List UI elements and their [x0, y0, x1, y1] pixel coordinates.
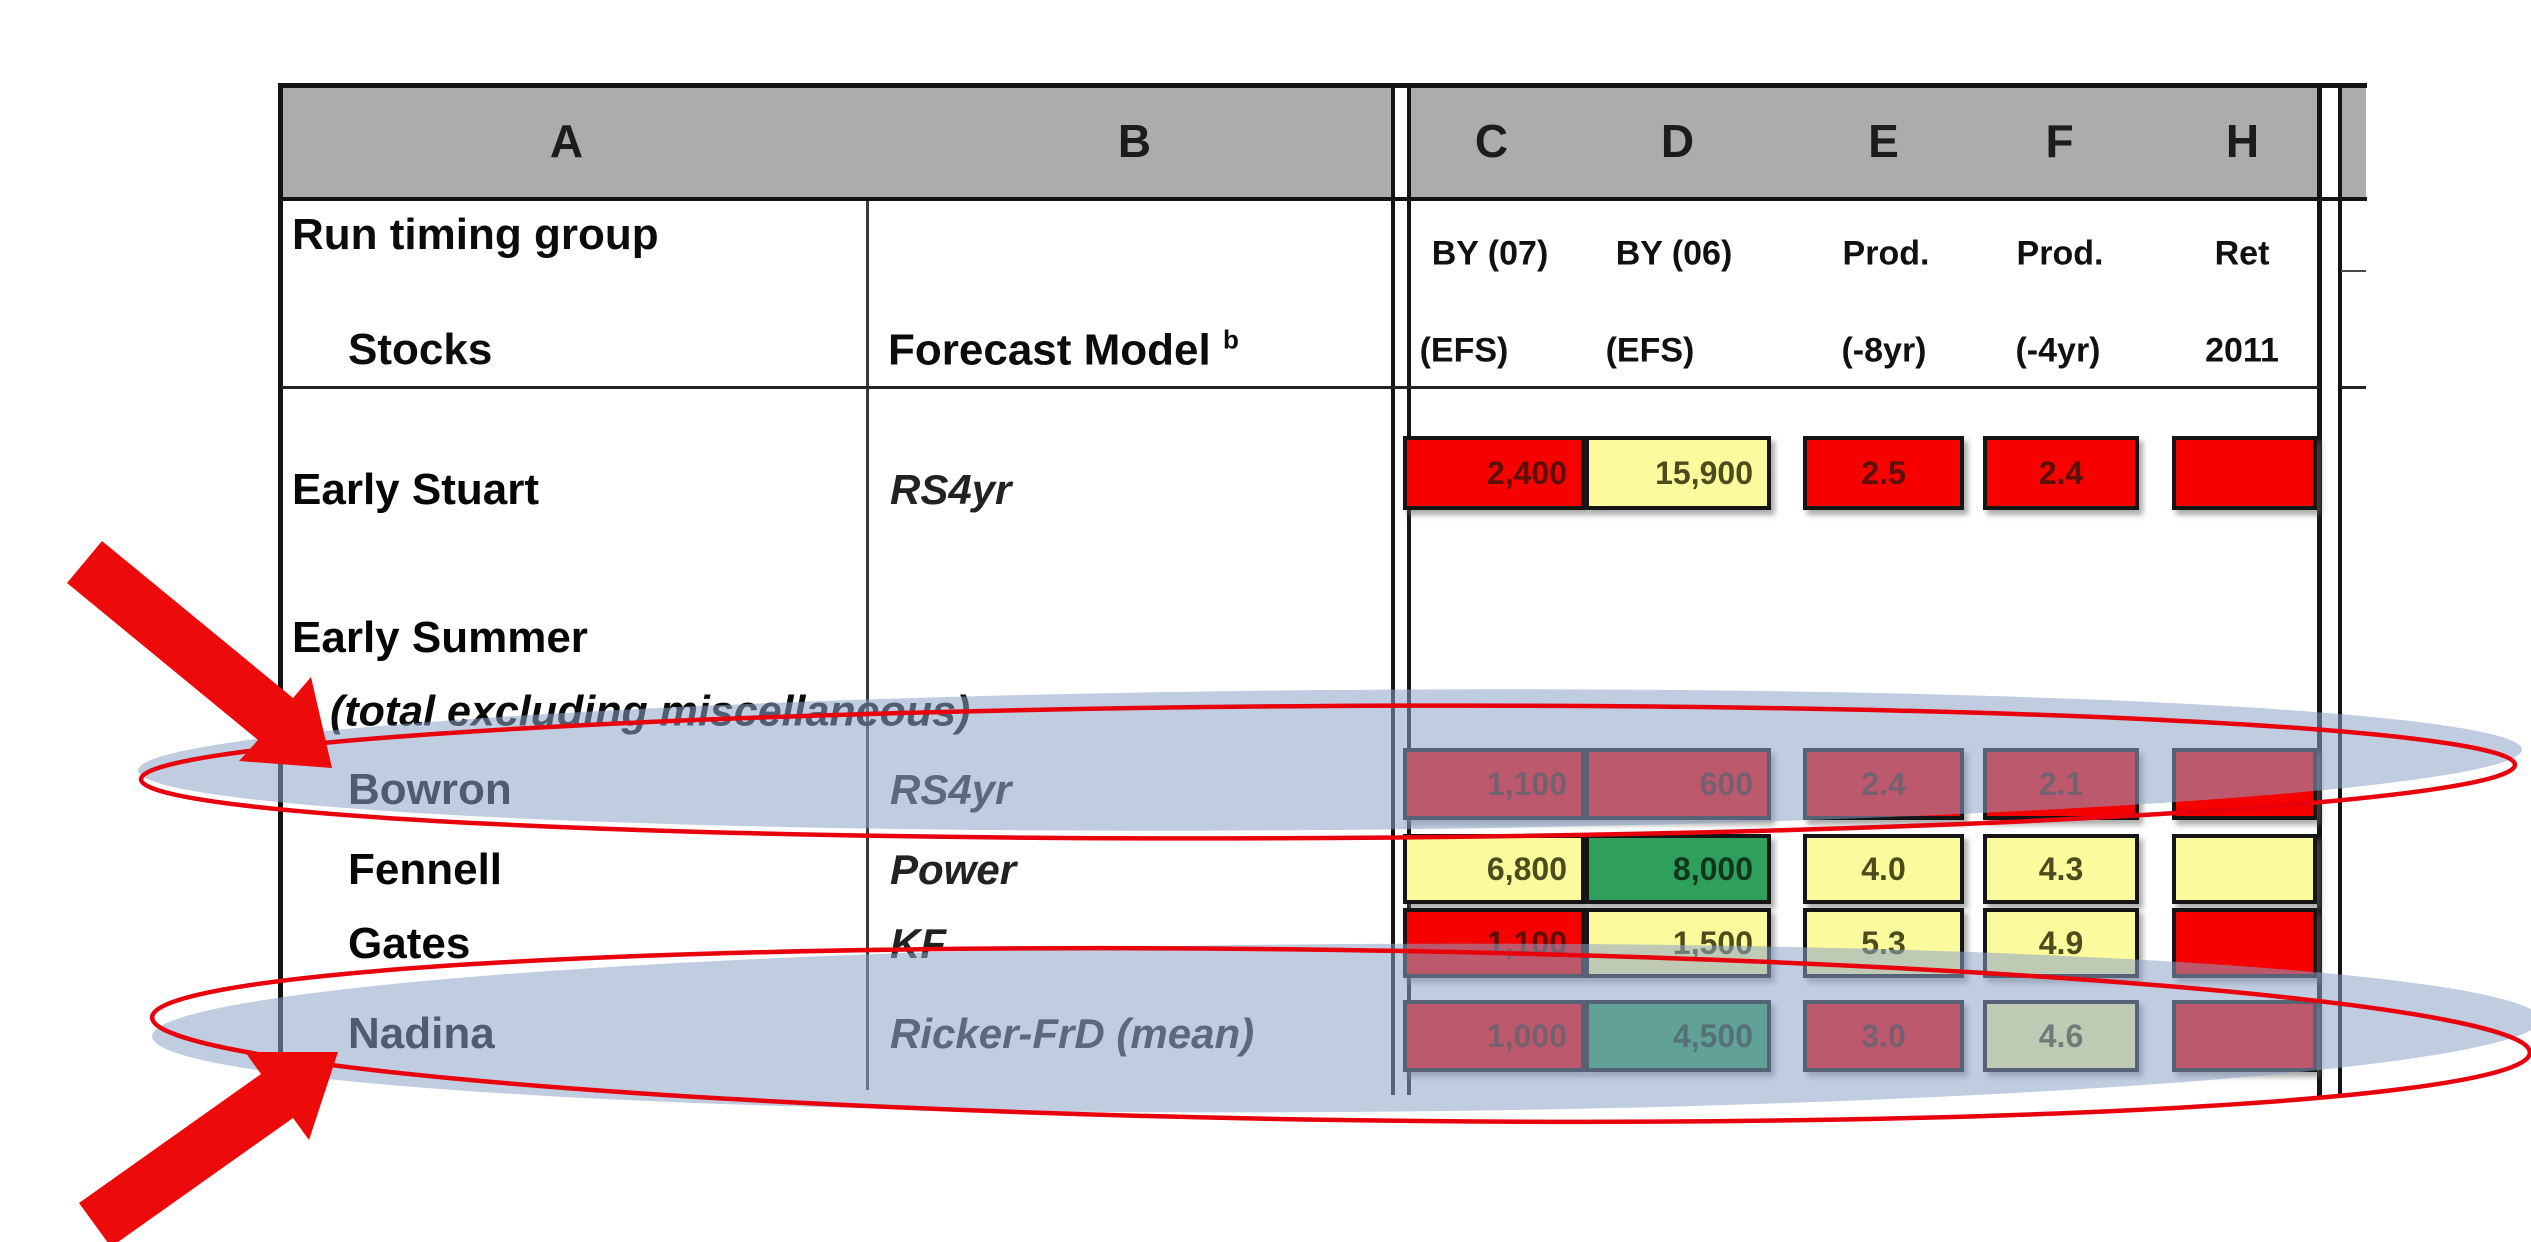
cell-gates-f[interactable]: 4.9: [1983, 908, 2139, 978]
double-rule-gap-right: [2322, 88, 2338, 1098]
model-fennell[interactable]: Power: [890, 846, 1017, 893]
table-left-border: [278, 83, 283, 1098]
cell-gates-h[interactable]: [2172, 908, 2317, 978]
header-by07: BY (07): [1431, 234, 1549, 273]
header-2011: 2011: [2205, 331, 2279, 370]
model-nadina[interactable]: Ricker-FrD (mean): [890, 1010, 1255, 1057]
sliver-rule-2: [2341, 386, 2366, 389]
header-prod4-label: Prod.: [2016, 234, 2104, 273]
model-gates[interactable]: KF: [890, 920, 946, 967]
divider-right-inner: [2338, 83, 2342, 1098]
column-letter-b[interactable]: B: [1117, 115, 1153, 167]
header-efs-1: (EFS): [1419, 331, 1509, 370]
cell-nadina-c[interactable]: 1,000: [1403, 1000, 1585, 1072]
sliver-rule-1: [2341, 270, 2366, 272]
cell-fennell-h[interactable]: [2172, 834, 2317, 904]
cell-bowron-f[interactable]: 2.1: [1983, 748, 2139, 820]
cell-bowron-d[interactable]: 600: [1585, 748, 1771, 820]
column-letter-h[interactable]: H: [2225, 115, 2261, 167]
header-forecast-model: Forecast Model b: [888, 325, 1239, 376]
cell-fennell-e[interactable]: 4.0: [1803, 834, 1964, 904]
cell-fennell-d[interactable]: 8,000: [1585, 834, 1771, 904]
cell-bowron-c[interactable]: 1,100: [1403, 748, 1585, 820]
table-top-border: [278, 83, 2367, 88]
row-label-fennell[interactable]: Fennell: [348, 845, 503, 894]
cell-early-stuart-h[interactable]: [2172, 436, 2317, 510]
header-prod8-label: Prod.: [1842, 234, 1930, 273]
column-letter-d[interactable]: D: [1660, 115, 1696, 167]
cell-nadina-h[interactable]: [2172, 1000, 2317, 1072]
group-note-total-excluding[interactable]: (total excluding miscellaneous): [330, 687, 971, 736]
cell-early-stuart-c[interactable]: 2,400: [1403, 436, 1585, 510]
divider-a-b: [866, 197, 869, 1090]
header-stocks: Stocks: [348, 325, 493, 374]
header-minus8yr: (-8yr): [1841, 331, 1927, 370]
cell-gates-c[interactable]: 1,100: [1403, 908, 1585, 978]
column-letter-a[interactable]: A: [549, 115, 585, 167]
header-run-timing-group: Run timing group: [292, 210, 659, 259]
cell-bowron-h[interactable]: [2172, 748, 2317, 820]
cell-nadina-f[interactable]: 4.6: [1983, 1000, 2139, 1072]
cell-gates-d[interactable]: 1,500: [1585, 908, 1771, 978]
cell-fennell-f[interactable]: 4.3: [1983, 834, 2139, 904]
cell-nadina-d[interactable]: 4,500: [1585, 1000, 1771, 1072]
group-label-early-summer[interactable]: Early Summer: [292, 613, 588, 662]
cell-early-stuart-d[interactable]: 15,900: [1585, 436, 1771, 510]
divider-b-c-inner: [1407, 83, 1411, 1095]
cell-early-stuart-e[interactable]: 2.5: [1803, 436, 1964, 510]
model-early-stuart[interactable]: RS4yr: [890, 466, 1012, 513]
column-letter-e[interactable]: E: [1868, 115, 1900, 167]
band-bottom-rule: [278, 197, 2367, 201]
column-letter-c[interactable]: C: [1474, 115, 1510, 167]
row-label-early-stuart[interactable]: Early Stuart: [292, 465, 539, 514]
model-bowron[interactable]: RS4yr: [890, 766, 1012, 813]
row-label-nadina[interactable]: Nadina: [348, 1009, 495, 1058]
row-label-bowron[interactable]: Bowron: [348, 765, 512, 814]
row-label-gates[interactable]: Gates: [348, 919, 471, 968]
header-efs-2: (EFS): [1605, 331, 1695, 370]
header-by06: BY (06): [1615, 234, 1733, 273]
cell-gates-e[interactable]: 5.3: [1803, 908, 1964, 978]
divider-right-outer: [2317, 83, 2322, 1098]
column-letter-f[interactable]: F: [2045, 115, 2075, 167]
divider-b-c-outer: [1391, 83, 1395, 1095]
cell-fennell-c[interactable]: 6,800: [1403, 834, 1585, 904]
header-minus4yr: (-4yr): [2015, 331, 2101, 370]
arrow-to-nadina: [79, 1052, 338, 1242]
header-ret-label: Ret: [2214, 234, 2270, 273]
header-bottom-rule: [281, 386, 2320, 389]
forecast-model-footnote: b: [1222, 324, 1239, 355]
column-letter-band-sliver: [2341, 88, 2366, 197]
cell-early-stuart-f[interactable]: 2.4: [1983, 436, 2139, 510]
forecast-model-text: Forecast Model: [888, 325, 1211, 375]
cell-bowron-e[interactable]: 2.4: [1803, 748, 1964, 820]
cell-nadina-e[interactable]: 3.0: [1803, 1000, 1964, 1072]
column-letter-band: [283, 88, 2317, 197]
